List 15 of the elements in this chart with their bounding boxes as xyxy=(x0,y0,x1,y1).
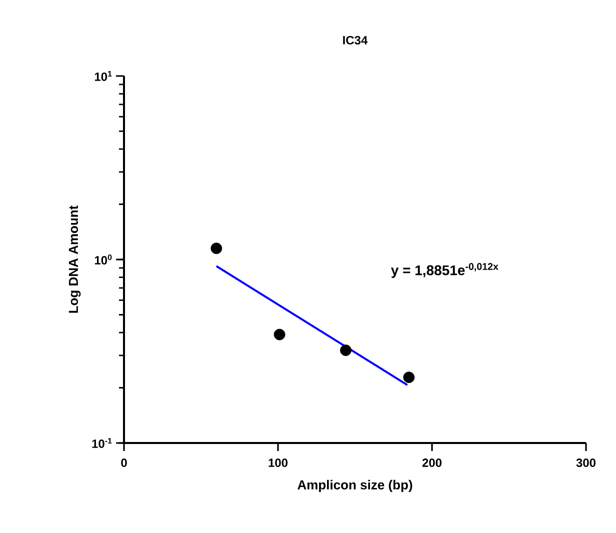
x-axis-title: Amplicon size (bp) xyxy=(298,480,412,492)
x-tick-label: 0 xyxy=(121,458,127,467)
point xyxy=(403,372,415,384)
y-tick-label: 10$^{0}$ xyxy=(94,254,112,265)
y-tick-label: 10$^{1}$ xyxy=(94,71,112,81)
point xyxy=(210,242,222,254)
x-tick-label: 200 xyxy=(422,458,442,467)
point xyxy=(340,344,352,356)
y-tick-label: 10$^{-1}$ xyxy=(92,438,112,448)
point xyxy=(274,328,286,340)
y-axis-title: Log DNA Amount xyxy=(68,206,81,313)
x-tick-label: 100 xyxy=(268,458,288,467)
x-tick-label: 300 xyxy=(576,458,596,468)
annotation: y = 1,8851e$^{-0,012x}$ xyxy=(390,263,498,278)
chart-title: IC34 xyxy=(343,36,368,44)
